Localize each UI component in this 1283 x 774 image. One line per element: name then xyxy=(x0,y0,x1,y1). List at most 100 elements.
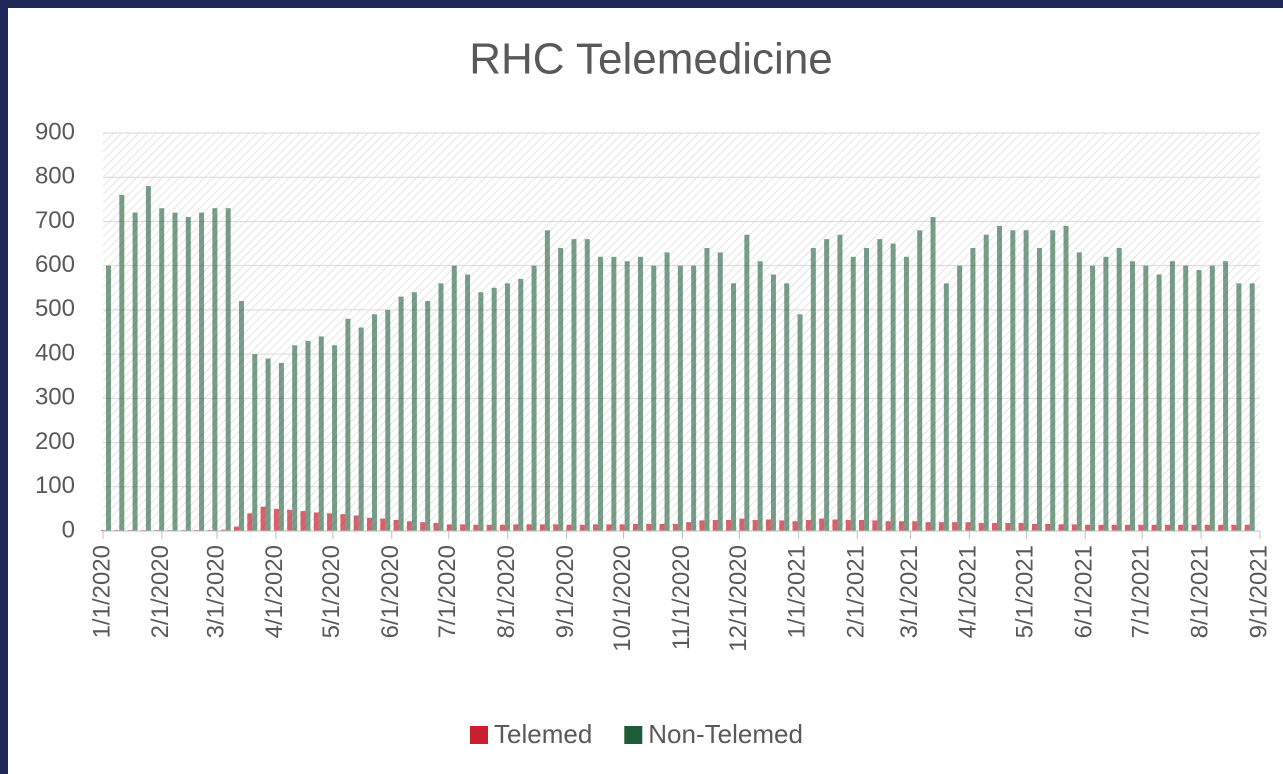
bar xyxy=(704,247,710,531)
bar xyxy=(903,256,909,531)
bar xyxy=(1063,225,1069,531)
bar xyxy=(1218,524,1224,531)
bar xyxy=(340,514,346,531)
bar xyxy=(1085,524,1091,531)
bar xyxy=(1169,261,1175,531)
bar xyxy=(411,292,417,531)
bar xyxy=(420,522,426,531)
bar xyxy=(805,519,811,531)
x-tick-label: 5/1/2021 xyxy=(1012,545,1039,638)
bar xyxy=(1244,524,1250,531)
bar xyxy=(1204,524,1210,531)
bar xyxy=(212,208,218,531)
bar xyxy=(313,512,319,531)
bar xyxy=(983,234,989,531)
bar xyxy=(978,523,984,531)
bar xyxy=(739,518,745,531)
bar xyxy=(499,524,505,531)
bar xyxy=(744,234,750,531)
bar xyxy=(1098,524,1104,531)
bar xyxy=(917,230,923,532)
bar xyxy=(664,252,670,531)
bar xyxy=(606,524,612,531)
y-tick-label: 400 xyxy=(35,339,75,366)
bar xyxy=(247,513,253,531)
bar xyxy=(260,506,266,531)
bar xyxy=(912,521,918,531)
bar xyxy=(185,217,191,531)
bar xyxy=(1116,247,1122,531)
bar xyxy=(752,519,758,531)
bar xyxy=(1018,523,1024,531)
bar xyxy=(726,519,732,531)
bar xyxy=(132,212,138,531)
bar xyxy=(292,345,298,531)
bar xyxy=(220,529,226,531)
bar xyxy=(1156,274,1162,531)
bar xyxy=(672,523,678,531)
bar xyxy=(465,274,471,531)
bar xyxy=(898,521,904,531)
bar xyxy=(792,521,798,531)
bar xyxy=(850,256,856,531)
chart-title: RHC Telemedicine xyxy=(469,35,833,84)
bar xyxy=(446,524,452,531)
bar xyxy=(757,261,763,531)
bar xyxy=(1031,523,1037,531)
x-tick-label: 1/1/2021 xyxy=(784,545,811,638)
bar xyxy=(619,524,625,531)
bar xyxy=(553,524,559,531)
bar xyxy=(1196,270,1202,531)
bar xyxy=(952,522,958,531)
x-tick-label: 4/1/2021 xyxy=(955,545,982,638)
bar xyxy=(518,278,524,531)
x-tick-label: 11/1/2020 xyxy=(668,545,695,650)
bar xyxy=(1130,261,1136,531)
x-tick-label: 6/1/2021 xyxy=(1071,545,1098,638)
bar xyxy=(1151,524,1157,531)
bar xyxy=(1125,524,1131,531)
bar xyxy=(1023,230,1029,532)
bar xyxy=(584,239,590,531)
bar xyxy=(845,519,851,531)
bar xyxy=(997,225,1003,531)
bar xyxy=(784,283,790,531)
bar xyxy=(659,523,665,531)
bar xyxy=(877,239,883,531)
bar xyxy=(1223,261,1229,531)
bar xyxy=(593,524,599,531)
bar xyxy=(406,521,412,531)
bar xyxy=(571,239,577,531)
bar xyxy=(579,524,585,531)
bar xyxy=(717,252,723,531)
bar xyxy=(1191,524,1197,531)
x-tick-label: 2/1/2021 xyxy=(843,545,870,638)
bar xyxy=(398,296,404,531)
bar xyxy=(358,327,364,531)
bar xyxy=(478,292,484,531)
bar xyxy=(1236,283,1242,531)
bar xyxy=(460,524,466,531)
bar xyxy=(345,318,351,531)
bar xyxy=(637,256,643,531)
bar xyxy=(885,521,891,531)
bar xyxy=(558,247,564,531)
x-tick-label: 8/1/2020 xyxy=(493,545,520,638)
bar xyxy=(1010,230,1016,532)
bar xyxy=(504,283,510,531)
bar xyxy=(965,522,971,531)
bar xyxy=(544,230,550,532)
bar xyxy=(598,256,604,531)
bar xyxy=(691,265,697,531)
x-tick-label: 12/1/2020 xyxy=(725,545,752,652)
bar xyxy=(699,520,705,531)
bar xyxy=(810,247,816,531)
x-tick-label: 7/1/2020 xyxy=(434,545,461,638)
bar xyxy=(632,523,638,531)
y-tick-label: 0 xyxy=(62,516,75,543)
bar xyxy=(938,522,944,531)
bar xyxy=(438,283,444,531)
bar xyxy=(145,186,151,532)
